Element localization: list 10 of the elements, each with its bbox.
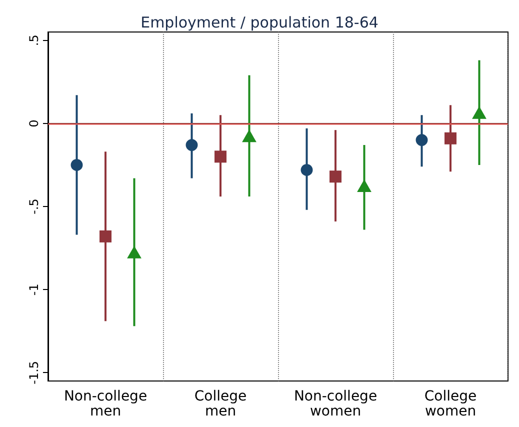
y-tick-label: .5 — [27, 34, 41, 46]
x-tick-label: Non-college women — [294, 388, 378, 420]
y-tick-label: -.5 — [27, 198, 41, 214]
y-tick-label: -1.5 — [27, 360, 41, 384]
x-tick-label: Non-college men — [64, 388, 148, 420]
chart-title: Employment / population 18-64 — [140, 14, 378, 32]
y-tick-label: 0 — [27, 120, 41, 128]
x-tick-label: College men — [194, 388, 247, 420]
x-tick-label: College women — [424, 388, 477, 420]
y-tick-label: -1 — [27, 284, 41, 296]
